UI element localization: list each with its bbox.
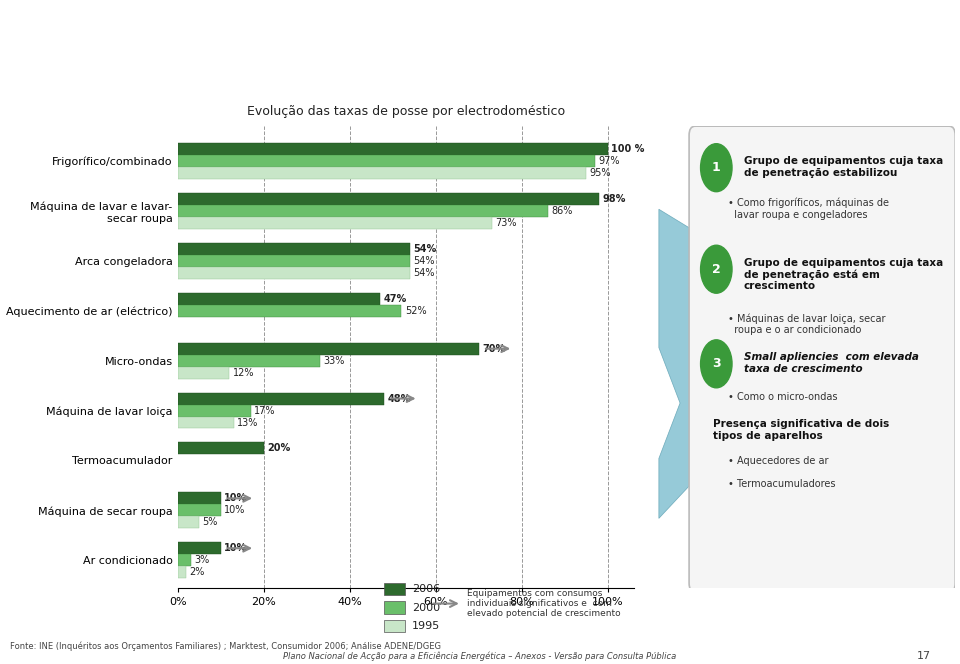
Text: 2%: 2%: [190, 567, 205, 577]
Text: 95%: 95%: [589, 168, 612, 178]
Text: 2006: 2006: [412, 584, 440, 594]
Bar: [178, 517, 199, 529]
Text: • Máquinas de lavar loiça, secar
  roupa e o ar condicionado: • Máquinas de lavar loiça, secar roupa e…: [729, 313, 886, 335]
Bar: [178, 143, 608, 155]
Bar: [178, 243, 410, 255]
Text: permitem concluir que existem três grandes grupos de equipamentos: permitem concluir que existem três grand…: [10, 64, 751, 84]
Text: Equipamentos com consumos
individuais significativos e  com
elevado potencial de: Equipamentos com consumos individuais si…: [467, 589, 620, 618]
Text: 47%: 47%: [383, 293, 406, 303]
Text: 2000: 2000: [412, 602, 440, 612]
Polygon shape: [659, 209, 689, 519]
Bar: [178, 155, 595, 167]
Bar: [178, 193, 599, 205]
Title: Evolução das taxas de posse por electrodoméstico: Evolução das taxas de posse por electrod…: [247, 105, 564, 118]
Text: Grupo de equipamentos cuja taxa
de penetração estabilizou: Grupo de equipamentos cuja taxa de penet…: [744, 156, 943, 178]
Bar: [178, 404, 251, 416]
Text: 97%: 97%: [598, 156, 620, 166]
Text: 2: 2: [712, 263, 721, 276]
Text: Small apliencies  com elevada
taxa de crescimento: Small apliencies com elevada taxa de cre…: [744, 353, 919, 374]
Text: 10%: 10%: [224, 505, 246, 515]
Text: 3: 3: [712, 357, 721, 371]
Text: 5%: 5%: [203, 517, 218, 527]
Bar: [178, 554, 190, 566]
Text: 1995: 1995: [412, 621, 440, 631]
Text: • Como o micro-ondas: • Como o micro-ondas: [729, 392, 838, 402]
Text: 86%: 86%: [551, 206, 572, 216]
Bar: [178, 542, 221, 554]
Bar: [178, 492, 221, 505]
Text: 10%: 10%: [224, 493, 248, 503]
Text: • Como frigoríficos, máquinas de
  lavar roupa e congeladores: • Como frigoríficos, máquinas de lavar r…: [729, 198, 889, 220]
Bar: [178, 293, 380, 305]
Text: 100 %: 100 %: [612, 144, 644, 154]
Circle shape: [701, 143, 732, 192]
Bar: [178, 367, 229, 378]
Text: 17%: 17%: [254, 406, 276, 416]
Bar: [178, 217, 492, 229]
Bar: [178, 355, 320, 367]
FancyBboxPatch shape: [689, 126, 955, 592]
Text: 48%: 48%: [388, 394, 411, 404]
Bar: [178, 267, 410, 279]
Text: Fonte: INE (Inquéritos aos Orçamentos Familiares) ; Marktest, Consumidor 2006; A: Fonte: INE (Inquéritos aos Orçamentos Fa…: [10, 642, 441, 651]
Bar: [178, 255, 410, 267]
Text: • Termoacumuladores: • Termoacumuladores: [729, 479, 836, 489]
Bar: [384, 620, 405, 632]
Text: Plano Nacional de Acção para a Eficiência Energética – Anexos - Versão para Cons: Plano Nacional de Acção para a Eficiênci…: [283, 651, 677, 661]
Text: 12%: 12%: [232, 368, 254, 378]
Bar: [178, 505, 221, 517]
Text: 1: 1: [712, 161, 721, 174]
Text: 17: 17: [917, 651, 931, 661]
Text: 33%: 33%: [323, 356, 345, 366]
Text: 20%: 20%: [267, 444, 290, 454]
Text: 54%: 54%: [414, 256, 435, 266]
Circle shape: [701, 340, 732, 388]
Bar: [178, 566, 186, 578]
Text: 13%: 13%: [237, 418, 258, 428]
Bar: [178, 305, 401, 317]
Circle shape: [701, 245, 732, 293]
Text: 98%: 98%: [603, 194, 626, 204]
Text: 54%: 54%: [414, 268, 435, 278]
Text: • Aquecedores de ar: • Aquecedores de ar: [729, 456, 828, 466]
Text: 10%: 10%: [224, 543, 248, 553]
Bar: [384, 583, 405, 595]
Bar: [178, 392, 384, 404]
Bar: [384, 602, 405, 614]
Text: 3%: 3%: [194, 555, 209, 565]
Text: 54%: 54%: [414, 244, 437, 254]
Bar: [178, 343, 479, 355]
Text: Presença significativa de dois
tipos de aparelhos: Presença significativa de dois tipos de …: [713, 419, 890, 441]
Text: O parque de electrodomésticos e respectivas taxa de posse,: O parque de electrodomésticos e respecti…: [10, 19, 648, 39]
Text: 70%: 70%: [482, 344, 505, 354]
Text: Grupo de equipamentos cuja taxa
de penetração está em
crescimento: Grupo de equipamentos cuja taxa de penet…: [744, 258, 943, 291]
Text: 52%: 52%: [405, 305, 426, 316]
Text: 73%: 73%: [495, 218, 516, 228]
Bar: [178, 416, 233, 428]
Bar: [178, 442, 264, 454]
Bar: [178, 167, 587, 179]
Bar: [178, 205, 547, 217]
